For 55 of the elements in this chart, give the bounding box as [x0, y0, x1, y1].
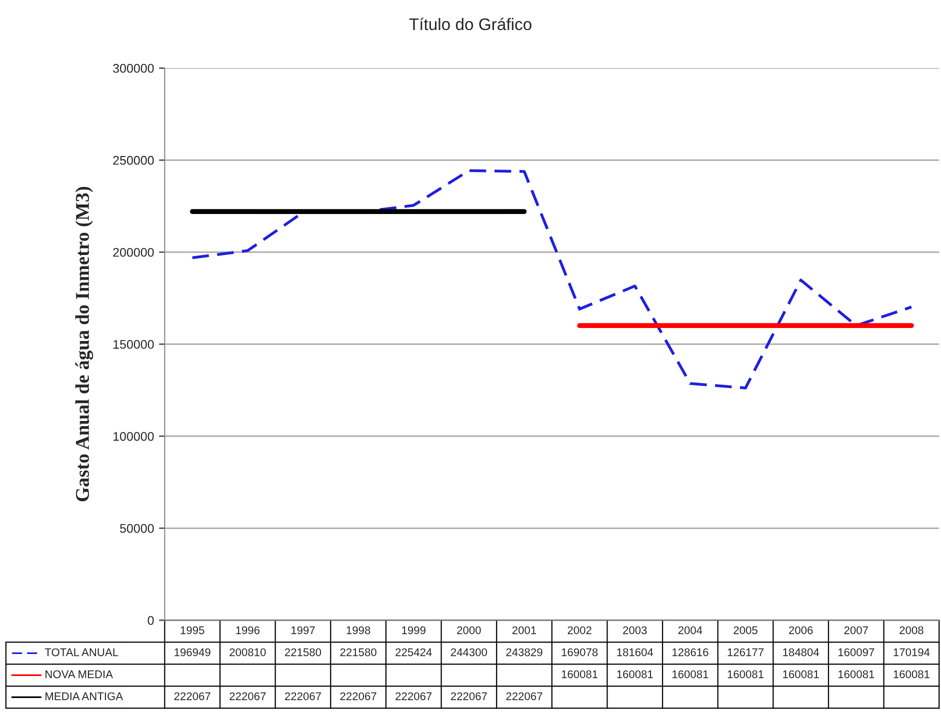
data-label: 160081 [838, 670, 874, 678]
data-label: 160081 [617, 670, 653, 678]
y-axis-title: Gasto Anual de água do Inmetro (M3) [75, 186, 94, 502]
data-label: 225424 [396, 648, 432, 656]
x-tick-label: 2008 [900, 626, 924, 634]
data-label: 221580 [340, 648, 376, 656]
data-label: 244300 [450, 648, 488, 656]
y-tick-label: 50000 [120, 524, 154, 533]
y-tick-label: 300000 [113, 64, 154, 73]
data-label: 222067 [396, 692, 432, 700]
data-label: 169078 [562, 648, 598, 656]
x-tick-label: 2007 [844, 626, 868, 634]
legend-label: NOVA MEDIA [46, 670, 113, 678]
x-tick-label: 1995 [180, 626, 204, 634]
x-tick-label: 1999 [402, 626, 426, 634]
data-label: 126177 [728, 648, 764, 656]
data-label: 160081 [783, 670, 819, 678]
x-tick-label: 2000 [457, 626, 481, 634]
data-label: 160081 [672, 670, 708, 678]
data-label: 181604 [617, 648, 654, 656]
y-tick-label: 150000 [114, 340, 154, 349]
data-label: 222067 [284, 692, 321, 700]
x-tick-label: 2001 [512, 626, 536, 634]
data-label: 160097 [838, 648, 874, 656]
data-label: 222067 [174, 692, 210, 700]
data-label: 222067 [506, 692, 542, 700]
x-tick-label: 1997 [291, 626, 315, 634]
x-tick-label: 1998 [346, 626, 370, 634]
legend-label: MEDIA ANTIGA [46, 692, 124, 700]
x-tick-label: 2002 [568, 626, 592, 634]
data-label: 222067 [450, 692, 487, 700]
y-tick-label: 0 [148, 616, 154, 625]
y-tick-label: 200000 [113, 248, 154, 257]
data-label: 200810 [230, 648, 266, 656]
y-tick-label: 250000 [113, 156, 154, 165]
line-series [190, 169, 913, 390]
data-label: 160081 [562, 670, 598, 678]
x-tick-label: 1996 [236, 626, 260, 634]
data-label: 221580 [284, 648, 322, 656]
x-tick-label: 2003 [623, 626, 647, 634]
data-label: 184804 [783, 648, 820, 656]
data-label: 160081 [728, 670, 764, 678]
x-tick-label: 2006 [789, 626, 813, 634]
chart-title: Título do Gráfico [409, 18, 532, 30]
x-tick-label: 2005 [734, 626, 758, 634]
data-label: 222067 [230, 692, 266, 700]
data-label: 128616 [672, 648, 708, 656]
x-tick-label: 2004 [678, 626, 702, 634]
data-label: 196949 [174, 648, 210, 656]
y-tick-label: 100000 [114, 432, 154, 441]
data-label: 222067 [340, 692, 376, 700]
data-label: 243829 [506, 648, 542, 656]
data-label: 160081 [894, 670, 930, 678]
legend-label: TOTAL ANUAL [44, 648, 118, 656]
data-label: 170194 [894, 648, 930, 656]
